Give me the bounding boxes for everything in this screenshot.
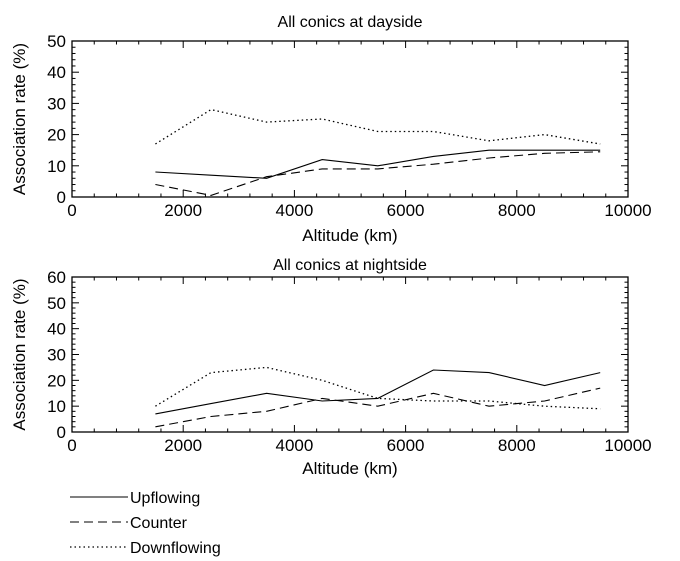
y-tick-label: 30 (47, 94, 66, 113)
y-tick-label: 50 (47, 32, 66, 51)
y-tick-label: 0 (57, 188, 66, 207)
series-line-counter (155, 387, 601, 428)
y-tick-label: 40 (47, 63, 66, 82)
series-line-counter (155, 151, 601, 196)
x-tick-label: 2000 (164, 436, 202, 455)
chart-title: All conics at dayside (278, 14, 423, 31)
dayside-panel: All conics at dayside 0 2000 4000 6000 8000 10… (10, 14, 652, 245)
x-tick-label: 8000 (498, 201, 536, 220)
nightside-panel: All conics at nightside 0 2000 4000 6000 8000… (10, 257, 652, 478)
y-tick-label: 0 (57, 423, 66, 442)
y-axis-label: Association rate (%) (10, 43, 29, 195)
x-tick-label: 4000 (275, 201, 313, 220)
x-tick-label: 2000 (164, 201, 202, 220)
series-line-upflowing (155, 369, 601, 415)
x-tick-label: 6000 (387, 201, 425, 220)
x-tick-label: 10000 (604, 436, 651, 455)
x-tick-label: 4000 (275, 436, 313, 455)
plot-frame (71, 276, 629, 433)
x-tick-label: 0 (67, 201, 76, 220)
legend-label: Counter (130, 515, 188, 532)
y-tick-label: 40 (47, 320, 66, 339)
y-tick-label: 20 (47, 126, 66, 145)
x-axis-label: Altitude (km) (302, 226, 397, 245)
y-tick-label: 10 (47, 397, 66, 416)
series-line-downflowing (155, 108, 601, 145)
y-tick-label: 10 (47, 157, 66, 176)
y-tick-label: 50 (47, 294, 66, 313)
x-tick-label: 10000 (604, 201, 651, 220)
plot-frame (71, 40, 629, 198)
x-tick-label: 0 (67, 436, 76, 455)
legend: Upflowing Counter Downflowing (70, 490, 221, 557)
y-tick-label: 30 (47, 346, 66, 365)
x-tick-label: 6000 (387, 436, 425, 455)
legend-label: Upflowing (130, 490, 200, 507)
legend-label: Downflowing (130, 540, 221, 557)
x-axis-label: Altitude (km) (302, 459, 397, 478)
y-tick-label: 20 (47, 371, 66, 390)
x-tick-label: 8000 (498, 436, 536, 455)
chart-title: All conics at nightside (273, 257, 427, 274)
series-line-upflowing (155, 149, 601, 179)
y-axis-label: Association rate (%) (10, 278, 29, 430)
y-tick-label: 60 (47, 268, 66, 287)
